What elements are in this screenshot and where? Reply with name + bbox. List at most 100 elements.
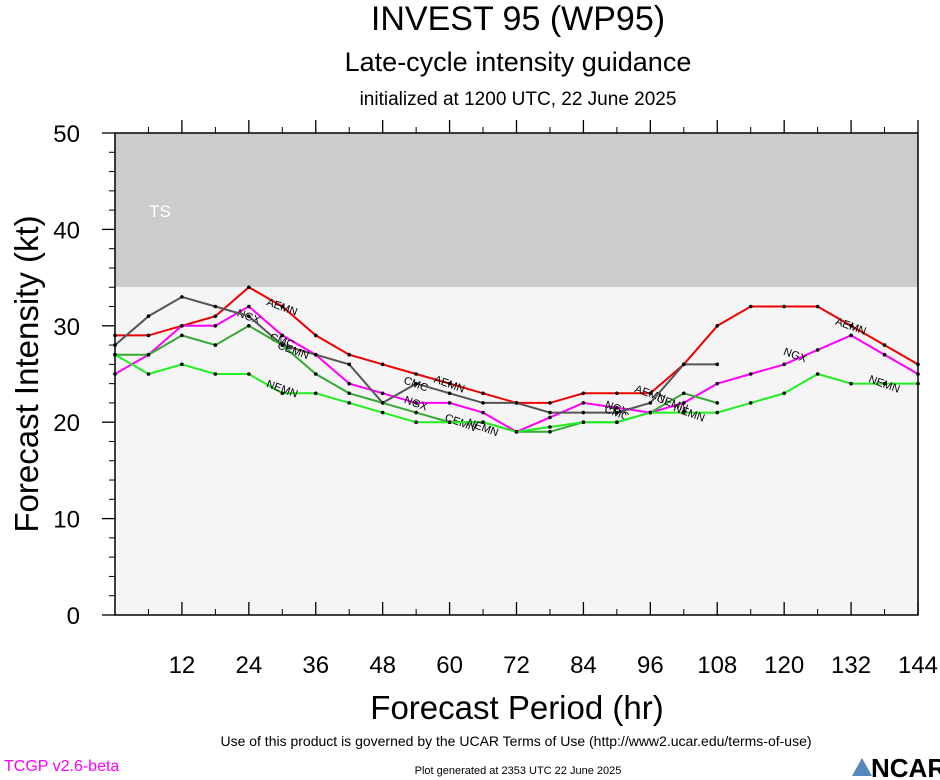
point-cmc-90 xyxy=(615,410,619,415)
point-cmc-108 xyxy=(715,362,720,367)
point-cemn-6 xyxy=(146,352,151,357)
point-aemn-138 xyxy=(882,343,887,347)
point-aemn-42 xyxy=(347,352,352,357)
point-ngx-108 xyxy=(715,381,720,386)
intensity-bands: TS xyxy=(115,133,918,615)
point-aemn-66 xyxy=(481,391,485,396)
point-ngx-60 xyxy=(447,401,452,405)
band-1 xyxy=(115,287,918,615)
point-nemn-126 xyxy=(815,372,820,376)
point-cemn-36 xyxy=(313,372,318,376)
chart-subtitle: Late-cycle intensity guidance xyxy=(345,47,692,77)
point-nemn-36 xyxy=(313,391,318,396)
point-cemn-30 xyxy=(280,343,285,347)
point-nemn-78 xyxy=(548,425,552,429)
point-cmc-42 xyxy=(347,362,352,367)
point-ngx-30 xyxy=(280,333,285,338)
point-nemn-120 xyxy=(782,391,786,396)
point-cemn-108 xyxy=(715,401,720,405)
x-tick-label-12: 12 xyxy=(169,652,196,679)
ncar-logo-mark xyxy=(852,758,872,776)
y-tick-label-40: 40 xyxy=(53,217,80,244)
point-cmc-84 xyxy=(581,410,586,415)
point-ngx-54 xyxy=(414,401,418,405)
point-ngx-132 xyxy=(849,333,853,338)
plot-generated: Plot generated at 2353 UTC 22 June 2025 xyxy=(415,765,622,777)
point-nemn-12 xyxy=(180,362,184,367)
point-cmc-66 xyxy=(481,401,485,405)
point-aemn-96 xyxy=(648,391,653,396)
band-label-ts: TS xyxy=(149,202,171,221)
point-cmc-72 xyxy=(514,401,519,405)
point-aemn-90 xyxy=(615,391,619,396)
point-ngx-138 xyxy=(882,352,887,357)
version-label: TCGP v2.6-beta xyxy=(4,758,119,775)
point-aemn-120 xyxy=(782,304,786,309)
y-tick-label-10: 10 xyxy=(53,507,80,534)
y-axis-label: Forecast Intensity (kt) xyxy=(8,215,45,532)
point-nemn-6 xyxy=(146,372,151,376)
x-tick-label-60: 60 xyxy=(436,652,463,679)
point-ngx-42 xyxy=(347,381,352,386)
point-ngx-90 xyxy=(615,405,619,410)
point-ngx-12 xyxy=(180,324,184,328)
point-ngx-126 xyxy=(815,348,820,352)
point-cemn-18 xyxy=(213,343,218,347)
x-tick-label-132: 132 xyxy=(831,652,871,679)
point-nemn-42 xyxy=(347,401,352,405)
x-tick-label-36: 36 xyxy=(302,652,329,679)
point-nemn-96 xyxy=(648,410,653,415)
x-tick-label-96: 96 xyxy=(637,652,664,679)
point-cmc-102 xyxy=(681,362,686,367)
point-aemn-54 xyxy=(414,372,418,376)
point-aemn-78 xyxy=(548,401,552,405)
band-0 xyxy=(115,133,918,288)
point-nemn-72 xyxy=(514,430,519,434)
point-nemn-66 xyxy=(481,420,485,425)
point-cmc-36 xyxy=(313,352,318,357)
point-ngx-48 xyxy=(380,391,385,396)
chart-initialized: initialized at 1200 UTC, 22 June 2025 xyxy=(360,89,677,110)
point-aemn-60 xyxy=(447,381,452,386)
point-aemn-36 xyxy=(313,333,318,338)
point-cemn-102 xyxy=(681,391,686,396)
point-nemn-84 xyxy=(581,420,586,425)
point-cmc-60 xyxy=(447,391,452,396)
ncar-logo-text: NCAR xyxy=(871,753,940,780)
point-aemn-6 xyxy=(146,333,151,338)
x-tick-label-120: 120 xyxy=(764,652,804,679)
point-nemn-102 xyxy=(681,410,686,415)
point-nemn-24 xyxy=(247,372,251,376)
point-cmc-6 xyxy=(146,314,151,318)
point-cmc-78 xyxy=(548,410,552,415)
point-nemn-60 xyxy=(447,420,452,425)
point-nemn-18 xyxy=(213,372,218,376)
point-aemn-108 xyxy=(715,324,720,328)
point-aemn-126 xyxy=(815,304,820,309)
point-ngx-102 xyxy=(681,401,686,405)
y-tick-label-50: 50 xyxy=(53,121,80,148)
point-aemn-24 xyxy=(247,285,251,290)
x-tick-label-24: 24 xyxy=(235,652,262,679)
terms-of-use: Use of this product is governed by the U… xyxy=(220,733,811,749)
point-aemn-114 xyxy=(748,304,753,309)
point-cemn-24 xyxy=(247,324,251,328)
point-cmc-12 xyxy=(180,295,184,299)
y-tick-label-30: 30 xyxy=(53,314,80,341)
chart-title: INVEST 95 (WP95) xyxy=(371,0,665,38)
x-tick-label-84: 84 xyxy=(570,652,597,679)
point-cemn-42 xyxy=(347,391,352,396)
point-cemn-78 xyxy=(548,430,552,434)
x-axis-label: Forecast Period (hr) xyxy=(370,689,663,726)
point-nemn-48 xyxy=(380,410,385,415)
point-nemn-30 xyxy=(280,391,285,396)
point-cemn-54 xyxy=(414,410,418,415)
ncar-logo: NCAR xyxy=(852,753,940,780)
point-ngx-66 xyxy=(481,410,485,415)
point-cemn-48 xyxy=(380,401,385,405)
point-ngx-114 xyxy=(748,372,753,376)
point-aemn-30 xyxy=(280,304,285,309)
point-cmc-54 xyxy=(414,381,418,386)
point-ngx-24 xyxy=(247,304,251,309)
point-aemn-132 xyxy=(849,324,853,328)
